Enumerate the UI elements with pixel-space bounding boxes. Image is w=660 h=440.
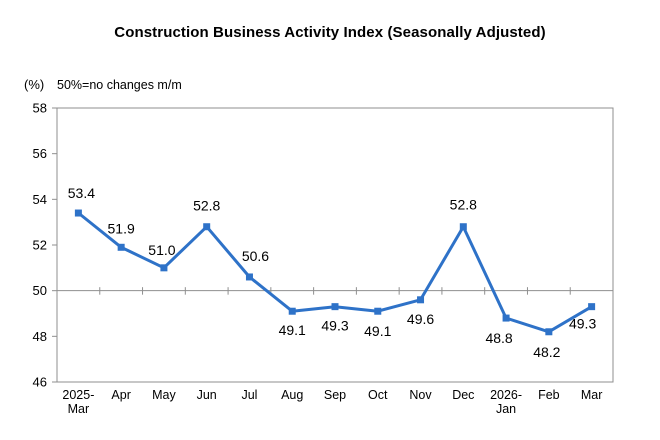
data-point-label: 53.4 <box>68 185 95 201</box>
data-point-marker <box>74 209 82 217</box>
data-point-label: 52.8 <box>450 197 477 213</box>
data-point-label: 52.8 <box>193 198 220 214</box>
x-axis-label: Jun <box>197 388 217 402</box>
y-axis-tick-label: 52 <box>33 238 47 253</box>
data-point-marker <box>545 328 553 336</box>
x-axis-label: 2025-Mar <box>62 388 94 416</box>
y-axis-tick-label: 50 <box>33 283 47 298</box>
x-axis-label: Oct <box>368 388 388 402</box>
data-point-label: 48.8 <box>485 330 512 346</box>
data-point-label: 51.9 <box>108 220 135 236</box>
data-point-marker <box>245 273 253 281</box>
data-point-label: 50.6 <box>242 248 269 264</box>
plot-border <box>56 107 614 383</box>
y-axis-tick-label: 48 <box>33 329 47 344</box>
x-axis-label: Nov <box>409 388 432 402</box>
x-axis-label: Mar <box>581 388 603 402</box>
x-axis-label: Dec <box>452 388 474 402</box>
y-axis-unit-label: (%) <box>24 77 45 92</box>
x-axis-label: May <box>152 388 176 402</box>
data-point-marker <box>288 307 296 315</box>
y-axis-tick-label: 56 <box>33 146 47 161</box>
data-point-marker <box>502 314 510 322</box>
reference-note: 50%=no changes m/m <box>57 78 182 92</box>
y-axis-tick-label: 58 <box>33 101 47 116</box>
x-axis-label: Apr <box>111 388 130 402</box>
y-axis-tick-label: 54 <box>33 192 47 207</box>
data-point-marker <box>203 223 211 231</box>
data-point-label: 49.1 <box>364 323 391 339</box>
data-line <box>76 211 594 334</box>
x-axis-label: Jul <box>241 388 257 402</box>
data-point-marker <box>588 303 596 311</box>
data-point-marker <box>374 307 382 315</box>
data-point-marker <box>417 296 425 304</box>
x-axis-label: Feb <box>538 388 560 402</box>
chart-title: Construction Business Activity Index (Se… <box>114 24 546 41</box>
data-point-marker <box>117 243 125 251</box>
x-axis-label: Sep <box>324 388 346 402</box>
data-point-label: 49.3 <box>569 316 596 332</box>
data-point-label: 48.2 <box>533 344 560 360</box>
data-point-label: 51.0 <box>148 242 175 258</box>
data-point-label: 49.6 <box>407 311 434 327</box>
data-point-marker <box>459 223 467 231</box>
y-axis-tick-label: 46 <box>33 375 47 390</box>
data-point-label: 49.1 <box>279 322 306 338</box>
data-point-label: 49.3 <box>321 318 348 334</box>
data-point-marker <box>160 264 168 272</box>
x-axis-label: 2026-Jan <box>490 388 522 416</box>
x-axis-label: Aug <box>281 388 303 402</box>
data-point-marker <box>331 303 339 311</box>
